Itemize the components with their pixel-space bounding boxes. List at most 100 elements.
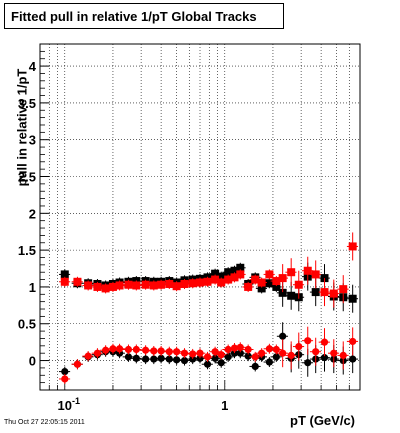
data-point [349, 355, 357, 363]
data-point [279, 332, 287, 340]
data-point [93, 349, 102, 357]
y-tick-label: 0.5 [18, 317, 36, 332]
data-point [295, 342, 303, 351]
data-point [157, 280, 166, 289]
data-point [265, 358, 273, 366]
data-point [251, 275, 260, 284]
series-3 [58, 326, 359, 384]
data-point [278, 274, 287, 283]
data-point [265, 279, 274, 288]
data-point [150, 355, 158, 363]
data-point [287, 268, 296, 277]
y-tick-label: 1 [29, 280, 36, 295]
data-point [196, 349, 204, 357]
data-marks [58, 232, 359, 384]
data-point [304, 359, 312, 367]
data-point [203, 360, 212, 368]
data-point [230, 273, 239, 282]
data-point [149, 281, 158, 290]
data-point [251, 362, 259, 371]
data-point [109, 345, 117, 353]
data-point [173, 348, 181, 356]
y-axis-label: pull in relative 1/pT [14, 68, 30, 187]
data-point [279, 349, 287, 357]
x-axis: 10-1 1 [39, 380, 361, 413]
data-point [60, 277, 69, 286]
data-point [108, 282, 117, 291]
data-point [211, 275, 220, 284]
data-point [287, 291, 296, 300]
data-point [141, 280, 150, 289]
data-point [329, 289, 338, 298]
y-tick-label: 4 [29, 59, 37, 74]
data-point [294, 280, 303, 289]
data-point [101, 284, 110, 293]
data-point [265, 345, 273, 353]
data-point [172, 282, 181, 291]
x-tick-label: 10-1 [58, 396, 80, 413]
data-point [217, 278, 226, 287]
data-point [304, 337, 312, 345]
chart-title: Fitted pull in relative 1/pT Global Trac… [11, 9, 257, 24]
data-point [180, 349, 189, 357]
timestamp: Thu Oct 27 22:05:15 2011 [4, 419, 85, 426]
data-point [211, 348, 219, 356]
data-point [180, 279, 189, 288]
data-point [165, 348, 173, 356]
data-point [257, 284, 266, 293]
y-tick-label: 2 [29, 206, 36, 221]
data-point [236, 349, 244, 357]
data-point [61, 375, 69, 383]
data-point [312, 348, 320, 356]
data-point [115, 281, 124, 290]
data-point [348, 294, 357, 303]
y-tick-label: 3 [29, 133, 36, 148]
data-point [320, 354, 329, 362]
data-point [189, 355, 197, 363]
data-point [124, 353, 133, 361]
data-point [142, 355, 150, 363]
data-point [287, 351, 295, 359]
data-point [124, 345, 133, 354]
data-point [230, 344, 239, 352]
data-point [132, 281, 141, 290]
data-point [278, 288, 287, 297]
data-point [157, 354, 165, 362]
data-point [330, 349, 338, 357]
x-tick-label: 1 [221, 398, 228, 413]
data-point [165, 355, 173, 363]
data-point [93, 282, 102, 291]
data-point [124, 280, 133, 289]
data-point [142, 346, 150, 354]
data-point [203, 277, 212, 286]
data-point [84, 352, 92, 360]
data-point [236, 343, 244, 351]
data-point [257, 278, 266, 287]
data-point [236, 270, 245, 279]
data-point [272, 277, 281, 286]
data-point [224, 275, 233, 284]
data-point [211, 269, 220, 278]
data-point [272, 353, 280, 361]
data-point [230, 266, 239, 275]
data-point [224, 345, 232, 354]
data-point [272, 282, 281, 291]
data-point [339, 351, 347, 359]
y-tick-label: 0 [29, 354, 36, 369]
data-point [84, 281, 93, 290]
data-point [73, 277, 82, 286]
data-point [311, 288, 320, 297]
data-point [348, 242, 357, 251]
y-tick-label: 3.5 [18, 96, 36, 111]
data-point [102, 346, 110, 354]
data-point [132, 354, 140, 362]
data-point [224, 268, 233, 277]
data-point [188, 279, 197, 288]
data-point [303, 266, 312, 275]
data-point [61, 367, 69, 376]
y-axis: 0 0.5 1 1.5 2 2.5 3 3.5 4 [18, 43, 49, 391]
data-point [217, 351, 225, 359]
data-point [60, 270, 69, 279]
data-point [73, 360, 82, 368]
y-tick-label: 2.5 [18, 170, 36, 185]
